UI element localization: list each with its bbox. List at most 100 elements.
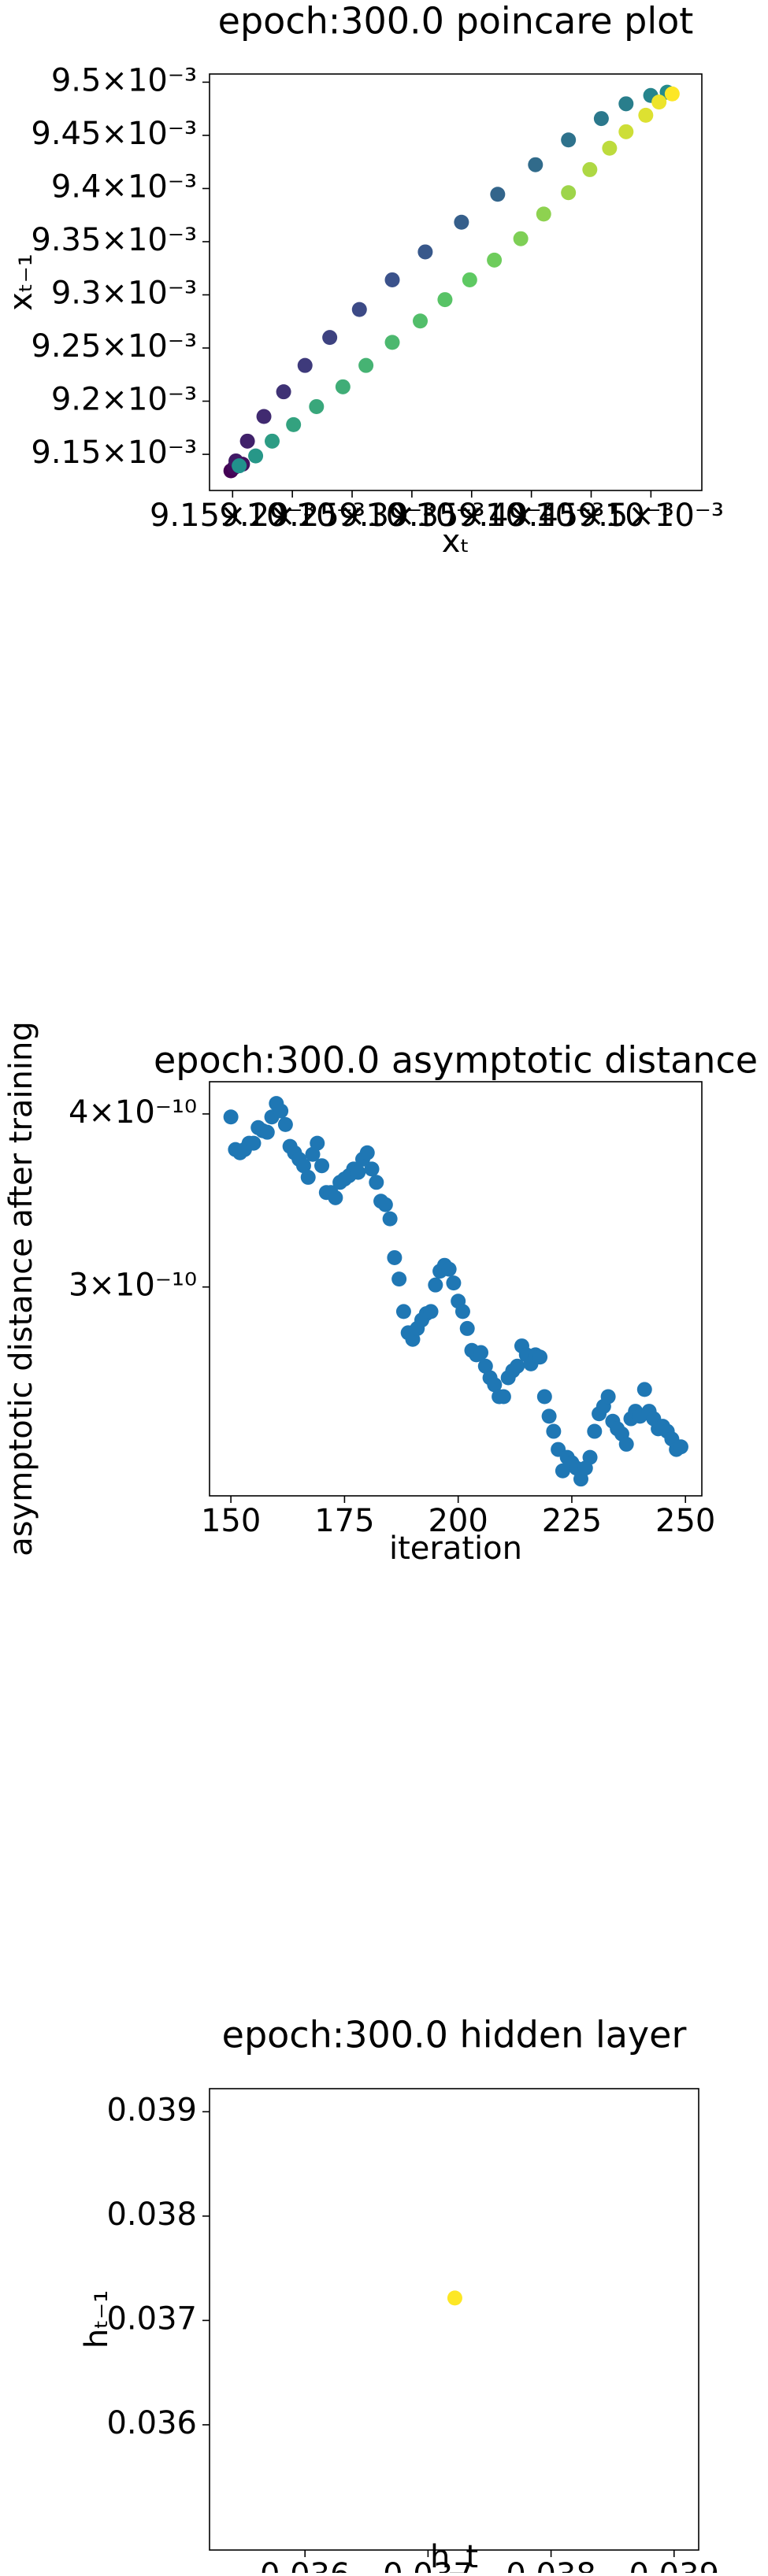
y-tick-label: 9.45×10⁻³ (31, 116, 197, 152)
point (417, 244, 433, 260)
point (310, 1135, 325, 1151)
point (673, 1439, 688, 1455)
y-axis-label: xₜ₋₁ (3, 254, 39, 311)
x-tick-label: 0.038 (506, 2557, 596, 2573)
point (510, 1358, 525, 1374)
point (377, 1197, 393, 1212)
point (232, 458, 247, 474)
x-tick-label: 0.036 (260, 2557, 351, 2573)
point (351, 1164, 366, 1180)
point (561, 132, 577, 148)
x-tick-label: 9.3×10⁻³ (339, 498, 484, 534)
x-tick-label: 150 (201, 1503, 261, 1539)
point (462, 272, 477, 287)
point (384, 272, 400, 287)
x-tick-label: 9.35×10⁻³ (388, 498, 555, 534)
y-tick-label: 9.25×10⁻³ (31, 328, 197, 365)
y-axis-label: asymptotic distance after training (3, 1021, 39, 1556)
point (587, 1423, 603, 1439)
point (528, 157, 544, 172)
x-axis-label: h_t (430, 2539, 478, 2573)
point (351, 302, 367, 317)
point (454, 214, 469, 230)
x-tick-label: 9.2×10⁻³ (220, 498, 365, 534)
point (532, 1349, 548, 1365)
chart-title: epoch:300.0 asymptotic distance (154, 1039, 758, 1082)
point (328, 1190, 343, 1205)
point (382, 1211, 398, 1227)
point (487, 252, 503, 268)
point (546, 1423, 562, 1439)
x-tick-label: 175 (314, 1503, 374, 1539)
point (600, 1389, 616, 1405)
point (495, 1389, 511, 1405)
x-tick-label: 9.25×10⁻³ (269, 498, 436, 534)
point (593, 111, 609, 127)
point (276, 384, 291, 400)
y-tick-label: 9.4×10⁻³ (51, 168, 197, 205)
point (369, 1175, 384, 1190)
point (286, 416, 302, 432)
point (447, 2290, 462, 2306)
point (423, 1304, 439, 1319)
point (387, 1249, 403, 1265)
point (297, 357, 313, 373)
point (454, 1304, 470, 1319)
point (265, 433, 280, 449)
point (618, 1436, 634, 1452)
point (359, 1145, 375, 1160)
x-axis-label: iteration (389, 1530, 522, 1567)
x-tick-label: 9.15×10⁻³ (150, 498, 316, 534)
x-tick-label: 9.45×10⁻³ (508, 498, 674, 534)
point (246, 1135, 262, 1151)
y-tick-label: 9.15×10⁻³ (31, 435, 197, 471)
point (413, 313, 429, 329)
point (384, 335, 400, 350)
point (364, 1161, 380, 1177)
x-axis-label: xₜ (442, 524, 469, 560)
y-axis-label: hₜ₋₁ (79, 2290, 115, 2348)
point (618, 124, 634, 139)
point (428, 1277, 443, 1293)
y-tick-label: 9.5×10⁻³ (51, 62, 197, 98)
y-tick-label: 9.2×10⁻³ (51, 382, 197, 418)
point (636, 1382, 652, 1397)
y-tick-label: 3×10⁻¹⁰ (69, 1268, 197, 1304)
point (259, 1124, 275, 1140)
point (582, 1449, 598, 1465)
point (441, 1261, 457, 1277)
x-tick-label: 9.5×10⁻³ (578, 498, 724, 534)
y-tick-label: 9.35×10⁻³ (31, 222, 197, 258)
plot-frame (209, 1081, 703, 1497)
point (248, 448, 264, 464)
point (395, 1304, 411, 1319)
plot-frame (209, 73, 703, 491)
point (664, 86, 680, 102)
chart-title: epoch:300.0 hidden layer (222, 2014, 687, 2056)
point (314, 1158, 330, 1174)
point (437, 292, 453, 308)
y-tick-label: 0.036 (106, 2405, 197, 2441)
y-tick-label: 0.038 (106, 2197, 197, 2233)
point (309, 398, 325, 414)
point (490, 187, 506, 202)
point (358, 357, 374, 373)
point (536, 1389, 552, 1405)
point (239, 433, 255, 449)
point (473, 1345, 489, 1360)
y-tick-label: 9.3×10⁻³ (51, 276, 197, 312)
point (446, 1275, 462, 1291)
y-tick-label: 0.039 (106, 2092, 197, 2128)
point (651, 94, 667, 110)
point (541, 1408, 557, 1424)
x-tick-label: 9.4×10⁻³ (458, 498, 604, 534)
point (513, 231, 529, 246)
point (335, 379, 351, 394)
point (618, 96, 634, 112)
point (602, 140, 618, 156)
point (561, 185, 577, 201)
point (391, 1271, 407, 1287)
x-tick-label: 0.039 (629, 2557, 720, 2573)
